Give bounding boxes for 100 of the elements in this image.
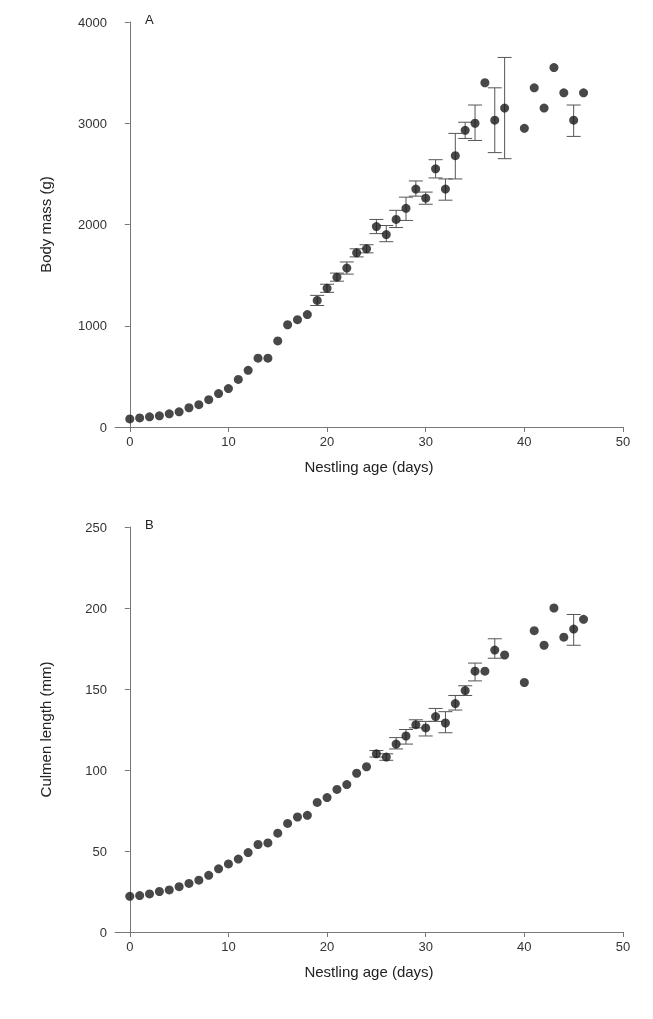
point bbox=[273, 336, 283, 346]
point bbox=[579, 88, 589, 98]
x-tick-label: 50 bbox=[615, 434, 631, 449]
x-tick-label: 0 bbox=[126, 939, 134, 954]
point bbox=[460, 125, 470, 135]
point bbox=[125, 891, 135, 901]
point bbox=[500, 650, 510, 660]
point bbox=[292, 812, 302, 822]
x-axis-title: Nestling age (days) bbox=[304, 458, 434, 475]
x-tick-label: 30 bbox=[418, 434, 433, 449]
y-axis-title: Culmen length (mm) bbox=[37, 661, 54, 798]
point bbox=[204, 395, 214, 405]
point bbox=[579, 614, 589, 624]
x-axis-title: Nestling age (days) bbox=[304, 963, 434, 980]
point bbox=[490, 645, 500, 655]
point bbox=[154, 411, 164, 421]
x-tick-label: 30 bbox=[418, 939, 433, 954]
point bbox=[135, 891, 145, 901]
point bbox=[194, 875, 204, 885]
x-tick-label: 10 bbox=[221, 939, 236, 954]
point bbox=[381, 752, 391, 762]
point bbox=[322, 793, 332, 803]
point bbox=[283, 818, 293, 828]
point bbox=[204, 870, 214, 880]
point bbox=[233, 374, 243, 384]
point bbox=[164, 885, 174, 895]
point bbox=[539, 640, 549, 650]
x-tick-label: 0 bbox=[126, 434, 134, 449]
point bbox=[529, 83, 539, 93]
point bbox=[273, 828, 283, 838]
point bbox=[312, 797, 322, 807]
point bbox=[332, 784, 342, 794]
chart-title: B bbox=[145, 517, 154, 532]
point bbox=[470, 118, 480, 128]
point bbox=[490, 115, 500, 125]
point bbox=[125, 414, 135, 424]
point bbox=[450, 151, 460, 161]
point bbox=[519, 678, 529, 688]
y-tick-label: 100 bbox=[85, 762, 107, 778]
point bbox=[431, 164, 441, 174]
y-tick-label: 1000 bbox=[78, 318, 107, 334]
point bbox=[529, 626, 539, 636]
x-tick-label: 20 bbox=[319, 939, 335, 954]
point bbox=[174, 882, 184, 892]
y-tick-label: 2000 bbox=[78, 217, 107, 232]
point bbox=[371, 749, 381, 759]
point bbox=[253, 353, 263, 363]
point bbox=[440, 718, 450, 728]
point bbox=[342, 780, 352, 790]
point bbox=[184, 403, 194, 413]
point bbox=[559, 632, 569, 642]
point bbox=[480, 78, 490, 88]
point bbox=[401, 203, 411, 213]
point bbox=[450, 699, 460, 709]
point bbox=[549, 63, 559, 73]
point bbox=[352, 768, 362, 778]
x-tick-label: 40 bbox=[517, 434, 532, 449]
point bbox=[401, 731, 411, 741]
point bbox=[569, 624, 579, 634]
x-tick-label: 40 bbox=[517, 939, 532, 954]
point bbox=[539, 103, 549, 113]
y-tick-label: 0 bbox=[99, 419, 107, 435]
point bbox=[283, 320, 293, 330]
point bbox=[145, 412, 155, 422]
x-tick-label: 50 bbox=[615, 939, 631, 954]
y-tick-label: 200 bbox=[85, 600, 107, 616]
point bbox=[519, 123, 529, 133]
point bbox=[184, 878, 194, 888]
point bbox=[500, 103, 510, 113]
point bbox=[253, 840, 263, 850]
point bbox=[145, 889, 155, 899]
point bbox=[569, 115, 579, 125]
y-tick-label: 50 bbox=[92, 843, 107, 859]
point bbox=[480, 666, 490, 676]
x-tick-label: 10 bbox=[221, 434, 236, 449]
point bbox=[194, 400, 204, 410]
point bbox=[243, 848, 253, 858]
point bbox=[292, 315, 302, 325]
point bbox=[411, 184, 421, 194]
point bbox=[440, 184, 450, 194]
point bbox=[470, 666, 480, 676]
y-tick-label: 150 bbox=[85, 681, 107, 697]
point bbox=[302, 310, 312, 320]
point bbox=[135, 413, 145, 423]
point bbox=[214, 389, 224, 399]
y-tick-label: 4000 bbox=[78, 14, 107, 30]
point bbox=[549, 603, 559, 613]
y-axis-title: Body mass (g) bbox=[37, 176, 54, 273]
point bbox=[214, 864, 224, 874]
point bbox=[223, 384, 233, 394]
point bbox=[154, 887, 164, 896]
x-tick-label: 20 bbox=[319, 434, 335, 449]
point bbox=[263, 838, 273, 848]
chart-title: A bbox=[145, 12, 154, 27]
point bbox=[362, 762, 372, 772]
y-tick-label: 250 bbox=[85, 519, 107, 535]
y-tick-label: 0 bbox=[99, 924, 107, 940]
point bbox=[391, 214, 401, 224]
point bbox=[302, 810, 312, 820]
point bbox=[371, 222, 381, 232]
